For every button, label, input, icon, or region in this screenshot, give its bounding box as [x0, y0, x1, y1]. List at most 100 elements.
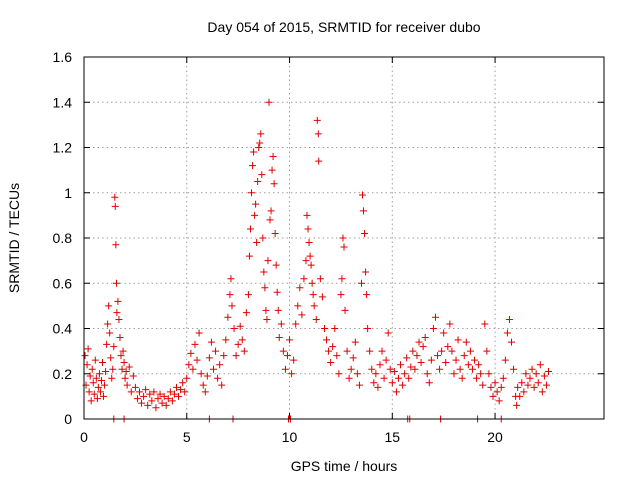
data-point [532, 370, 540, 378]
data-point [179, 379, 187, 387]
data-point [183, 374, 191, 382]
data-point [91, 356, 99, 364]
data-point [122, 367, 130, 375]
data-point [362, 268, 370, 276]
data-point [545, 367, 553, 375]
data-point [259, 234, 267, 242]
data-point [442, 358, 450, 366]
x-tick-label: 5 [183, 429, 191, 445]
data-point [431, 313, 439, 321]
data-point [101, 381, 109, 389]
data-point [473, 374, 481, 382]
data-point [388, 379, 396, 387]
data-point [514, 383, 522, 391]
data-point [323, 336, 331, 344]
data-point [81, 352, 89, 360]
data-point [477, 370, 485, 378]
data-point [378, 347, 386, 355]
data-point [462, 338, 470, 346]
x-tick-label: 20 [487, 429, 503, 445]
data-point [274, 306, 282, 314]
data-point [268, 166, 276, 174]
data-point [510, 365, 518, 373]
data-point [386, 365, 394, 373]
data-point [452, 356, 460, 364]
data-point [499, 374, 507, 382]
data-point [102, 367, 110, 375]
data-point [138, 399, 146, 407]
data-point [249, 162, 257, 170]
data-point [142, 386, 150, 394]
data-point [263, 315, 271, 323]
data-point [516, 392, 524, 400]
data-point [372, 370, 380, 378]
data-point [394, 374, 402, 382]
data-point [150, 388, 158, 396]
data-point [483, 347, 491, 355]
data-point [384, 329, 392, 337]
data-point [90, 390, 98, 398]
data-point [497, 383, 505, 391]
data-point [503, 329, 511, 337]
data-point [220, 352, 228, 360]
data-point [156, 390, 164, 398]
data-point [357, 279, 365, 287]
data-point [364, 325, 372, 332]
data-point [464, 361, 472, 369]
data-point [105, 302, 113, 310]
data-point [158, 399, 166, 407]
y-tick-label: 1.2 [53, 140, 73, 156]
data-point [358, 191, 366, 199]
data-point [518, 379, 526, 387]
data-point [250, 148, 258, 156]
data-point [201, 388, 209, 396]
data-point [376, 361, 384, 369]
data-point [425, 379, 433, 387]
data-point [513, 401, 521, 409]
data-point [351, 338, 359, 346]
chart-title: Day 054 of 2015, SRMTID for receiver dub… [207, 19, 480, 35]
data-point [458, 374, 466, 382]
data-point [154, 395, 162, 403]
data-point [279, 347, 287, 355]
data-point [275, 334, 283, 342]
data-point [203, 372, 211, 380]
data-point [314, 130, 322, 138]
data-point [423, 370, 431, 378]
data-point [520, 388, 528, 396]
data-point [189, 365, 197, 373]
data-point [308, 279, 316, 287]
data-point [489, 392, 497, 400]
data-point [119, 347, 127, 355]
data-point [419, 343, 427, 351]
data-point [307, 261, 315, 269]
data-point [253, 239, 261, 247]
data-point [92, 374, 100, 382]
data-point [292, 320, 300, 328]
data-point [312, 315, 320, 323]
data-point [302, 257, 310, 265]
data-point [125, 363, 133, 371]
data-point [110, 343, 118, 351]
grid-lines [84, 57, 604, 419]
data-point [436, 365, 444, 373]
data-point [111, 202, 119, 210]
data-point [536, 361, 544, 369]
data-point [460, 352, 468, 360]
data-point [238, 336, 246, 344]
data-point [390, 367, 398, 375]
data-point [103, 340, 111, 348]
data-point [456, 365, 464, 373]
y-tick-label: 0.8 [53, 230, 73, 246]
data-point [123, 381, 131, 389]
data-point [111, 193, 119, 201]
data-point [185, 361, 193, 369]
data-point [411, 365, 419, 373]
data-point [318, 293, 326, 301]
data-point [98, 358, 106, 366]
data-point [522, 370, 530, 378]
data-point [89, 379, 97, 387]
data-point [85, 388, 93, 396]
data-point [265, 98, 273, 106]
